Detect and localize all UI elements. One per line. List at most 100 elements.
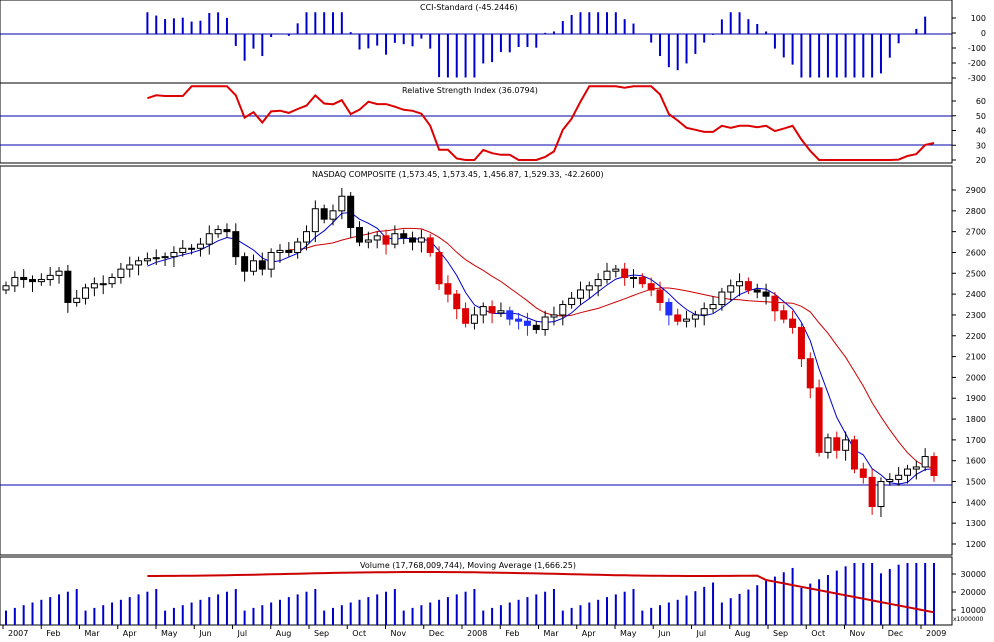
candle-body [462, 308, 470, 324]
candle-body [691, 314, 699, 320]
cci-bars [146, 12, 935, 78]
candle-body [179, 247, 187, 253]
x-tick-label: Aug [735, 629, 751, 638]
rsi-yaxis: 60 50 40 30 20 [952, 97, 986, 165]
volume-panel-frame [0, 556, 953, 626]
x-tick-label: Nov [850, 629, 866, 638]
rsi-title: Relative Strength Index (36.0794) [402, 86, 538, 95]
moving-average-fast [147, 211, 935, 485]
candle-body [806, 358, 814, 389]
candle-body [135, 260, 143, 266]
candle-body [161, 256, 169, 259]
candle-body [868, 476, 876, 508]
volume-unit-label: x1000000 [953, 616, 983, 623]
price-ytick-label: 1700 [966, 436, 986, 445]
candle-body [603, 270, 611, 281]
x-tick-label: Dec [429, 629, 444, 638]
candle-body [241, 256, 249, 272]
price-ytick-label: 1600 [966, 457, 986, 466]
candle-body [850, 439, 858, 470]
candle-body [559, 304, 567, 316]
candle-body [753, 289, 761, 293]
candle-body [232, 231, 240, 258]
cci-ytick-label: -100 [968, 44, 986, 53]
cci-title: CCI-Standard (-45.2446) [420, 3, 518, 12]
candle-body [453, 293, 461, 310]
price-title: NASDAQ COMPOSITE (1,573.45, 1,573.45, 1,… [312, 170, 604, 179]
candle-body [576, 289, 584, 299]
candle-body [709, 304, 717, 310]
price-ytick-label: 1200 [966, 540, 986, 549]
candle-body [2, 285, 10, 291]
candle-body [621, 268, 629, 278]
volume-ytick-label: 30000 [961, 570, 986, 579]
candle-body [515, 318, 523, 322]
candle-body [382, 235, 390, 245]
candle-body [46, 274, 54, 281]
cci-yaxis: 100 0 -100 -200 -300 [952, 14, 986, 83]
candle-body [550, 314, 558, 318]
volume-ytick-label: 10000 [961, 606, 986, 615]
rsi-line [147, 85, 935, 161]
candle-body [886, 478, 894, 483]
rsi-ytick-label: 50 [976, 112, 986, 121]
x-tick-label: 2009 [926, 629, 946, 638]
candle-body [11, 276, 19, 287]
candle-body [479, 306, 487, 316]
candles [2, 187, 938, 517]
candle-body [196, 243, 204, 249]
x-tick-label: Dec [888, 629, 903, 638]
candle-body [285, 249, 293, 253]
price-ytick-label: 1800 [966, 415, 986, 424]
rsi-panel-frame [0, 82, 953, 164]
candle-body [718, 291, 726, 306]
candle-body [29, 279, 37, 283]
price-panel-frame [0, 165, 953, 556]
price-ytick-label: 2700 [966, 228, 986, 237]
candle-body [903, 468, 911, 476]
x-axis: 2007 Feb Mar Apr May Jun Jul Aug Sep Oct Nov Dec 200… [2, 625, 946, 638]
candle-body [568, 297, 576, 306]
x-tick-label: May [161, 629, 178, 638]
candle-body [249, 260, 257, 272]
candle-body [789, 318, 797, 328]
rsi-panel: Relative Strength Index (36.0794) 60 50 40… [0, 82, 986, 165]
candle-body [364, 239, 372, 243]
candle-body [921, 456, 929, 468]
candle-body [417, 237, 425, 243]
candle-body [859, 468, 867, 478]
candle-body [912, 466, 920, 470]
x-tick-label: Feb [46, 629, 60, 638]
price-ytick-label: 2400 [966, 290, 986, 299]
price-ytick-label: 2600 [966, 248, 986, 257]
candle-body [736, 281, 744, 287]
candle-body [55, 270, 63, 276]
candle-body [435, 251, 443, 285]
candle-body [797, 326, 805, 360]
candle-body [126, 264, 134, 270]
x-tick-label: Sep [773, 629, 788, 638]
x-tick-label: 2008 [467, 629, 487, 638]
candle-body [37, 279, 45, 283]
candle-body [338, 195, 346, 212]
cci-ytick-label: 100 [971, 14, 986, 23]
candle-body [771, 295, 779, 312]
candle-body [170, 251, 178, 258]
candle-body [656, 289, 664, 303]
candle-body [64, 270, 72, 303]
x-tick-label: 2007 [8, 629, 28, 638]
candle-body [294, 241, 302, 253]
candle-body [877, 481, 885, 508]
x-tick-label: Jun [198, 629, 212, 638]
x-tick-label: Apr [123, 629, 138, 638]
candle-body [700, 308, 708, 316]
candle-body [470, 314, 478, 324]
price-yaxis: 2900 2800 2700 2600 2500 2400 2300 2200 2100 2000… [952, 186, 986, 549]
candle-body [90, 283, 98, 289]
x-tick-label: Feb [505, 629, 519, 638]
candle-body [833, 437, 841, 451]
rsi-ytick-label: 20 [976, 156, 986, 165]
x-tick-label: Jul [696, 629, 707, 638]
price-ytick-label: 2900 [966, 186, 986, 195]
